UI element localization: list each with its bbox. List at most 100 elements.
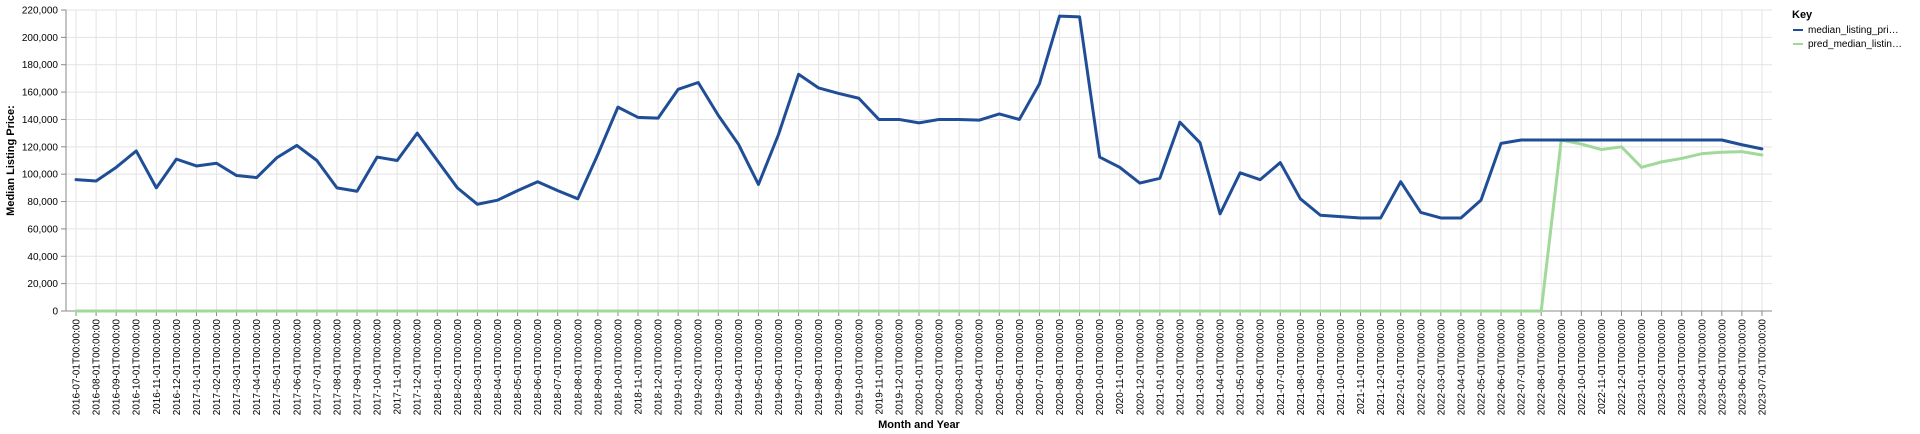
x-tick-label: 2017-02-01T00:00:00 xyxy=(212,319,223,416)
x-tick-label: 2019-03-01T00:00:00 xyxy=(714,319,725,416)
x-tick-label: 2021-05-01T00:00:00 xyxy=(1236,319,1247,416)
x-tick-label: 2021-06-01T00:00:00 xyxy=(1256,319,1267,416)
x-tick-label: 2016-12-01T00:00:00 xyxy=(172,319,183,416)
x-tick-label: 2017-03-01T00:00:00 xyxy=(232,319,243,416)
x-tick-label: 2019-11-01T00:00:00 xyxy=(874,319,885,415)
x-tick-label: 2021-10-01T00:00:00 xyxy=(1336,319,1347,416)
x-axis-title: Month and Year xyxy=(878,419,960,431)
x-tick-label: 2021-12-01T00:00:00 xyxy=(1376,319,1387,416)
x-tick-label: 2020-01-01T00:00:00 xyxy=(915,319,926,416)
x-tick-label: 2018-09-01T00:00:00 xyxy=(593,319,604,416)
y-tick-label: 180,000 xyxy=(22,60,59,71)
legend-label-pred: pred_median_listin… xyxy=(1808,39,1902,50)
x-tick-label: 2023-04-01T00:00:00 xyxy=(1697,319,1708,416)
y-tick-label: 100,000 xyxy=(22,170,59,181)
x-tick-label: 2020-12-01T00:00:00 xyxy=(1135,319,1146,416)
y-axis-title: Median Listing Price: xyxy=(5,105,17,216)
x-tick-label: 2018-08-01T00:00:00 xyxy=(573,319,584,416)
x-tick-label: 2023-07-01T00:00:00 xyxy=(1757,319,1768,416)
x-tick-label: 2022-11-01T00:00:00 xyxy=(1597,319,1608,415)
x-axis: 2016-07-01T00:00:00 2016-08-01T00:00:00 20… xyxy=(66,310,1772,416)
legend-label-median: median_listing_pri… xyxy=(1808,25,1899,36)
x-tick-label: 2018-03-01T00:00:00 xyxy=(473,319,484,416)
x-tick-label: 2016-10-01T00:00:00 xyxy=(132,319,143,416)
x-tick-label: 2022-08-01T00:00:00 xyxy=(1537,319,1548,416)
y-tick-label: 0 xyxy=(52,307,58,318)
x-tick-label: 2023-01-01T00:00:00 xyxy=(1637,319,1648,416)
x-tick-label: 2018-07-01T00:00:00 xyxy=(553,319,564,416)
x-tick-label: 2023-05-01T00:00:00 xyxy=(1717,319,1728,416)
x-tick-label: 2023-02-01T00:00:00 xyxy=(1657,319,1668,416)
x-tick-label: 2022-03-01T00:00:00 xyxy=(1436,319,1447,416)
x-tick-label: 2018-01-01T00:00:00 xyxy=(433,319,444,416)
x-tick-label: 2021-08-01T00:00:00 xyxy=(1296,319,1307,416)
x-tick-label: 2022-09-01T00:00:00 xyxy=(1557,319,1568,416)
x-tick-label: 2018-04-01T00:00:00 xyxy=(493,319,504,416)
series-line-pred xyxy=(74,138,1764,313)
y-tick-label: 120,000 xyxy=(22,142,59,153)
series-lines xyxy=(74,14,1764,313)
x-tick-label: 2023-03-01T00:00:00 xyxy=(1677,319,1688,416)
x-tick-label: 2021-11-01T00:00:00 xyxy=(1356,319,1367,415)
x-tick-label: 2019-04-01T00:00:00 xyxy=(734,319,745,416)
x-tick-label: 2018-06-01T00:00:00 xyxy=(533,319,544,416)
x-tick-label: 2019-07-01T00:00:00 xyxy=(794,319,805,416)
x-tick-label: 2022-04-01T00:00:00 xyxy=(1456,319,1467,416)
x-tick-label: 2017-11-01T00:00:00 xyxy=(393,319,404,415)
x-tick-label: 2020-11-01T00:00:00 xyxy=(1115,319,1126,415)
x-tick-label: 2018-10-01T00:00:00 xyxy=(613,319,624,416)
x-tick-label: 2018-02-01T00:00:00 xyxy=(453,319,464,416)
y-tick-label: 80,000 xyxy=(27,197,58,208)
x-tick-label: 2022-02-01T00:00:00 xyxy=(1416,319,1427,416)
x-tick-label: 2018-11-01T00:00:00 xyxy=(634,319,645,415)
series-line-median xyxy=(74,14,1764,220)
x-tick-label: 2020-09-01T00:00:00 xyxy=(1075,319,1086,416)
x-tick-label: 2019-12-01T00:00:00 xyxy=(894,319,905,416)
legend-title: Key xyxy=(1792,9,1813,21)
x-tick-label: 2019-08-01T00:00:00 xyxy=(814,319,825,416)
x-tick-label: 2020-06-01T00:00:00 xyxy=(1015,319,1026,416)
x-tick-label: 2022-06-01T00:00:00 xyxy=(1497,319,1508,416)
x-tick-label: 2022-05-01T00:00:00 xyxy=(1476,319,1487,416)
x-tick-label: 2023-06-01T00:00:00 xyxy=(1737,319,1748,416)
x-tick-label: 2017-04-01T00:00:00 xyxy=(252,319,263,416)
x-tick-label: 2021-07-01T00:00:00 xyxy=(1276,319,1287,416)
x-tick-label: 2022-07-01T00:00:00 xyxy=(1517,319,1528,416)
x-tick-label: 2016-07-01T00:00:00 xyxy=(72,319,83,416)
y-tick-label: 140,000 xyxy=(22,115,59,126)
x-tick-label: 2019-06-01T00:00:00 xyxy=(774,319,785,416)
x-tick-label: 2021-01-01T00:00:00 xyxy=(1155,319,1166,416)
x-tick-label: 2020-05-01T00:00:00 xyxy=(995,319,1006,416)
x-tick-label: 2017-08-01T00:00:00 xyxy=(332,319,343,416)
y-tick-label: 40,000 xyxy=(27,252,58,263)
y-tick-label: 160,000 xyxy=(22,88,59,99)
x-tick-label: 2021-03-01T00:00:00 xyxy=(1195,319,1206,416)
y-axis: 0 20,000 40,000 60,000 80,000 100,000 120,000 1… xyxy=(22,6,67,318)
x-tick-label: 2020-08-01T00:00:00 xyxy=(1055,319,1066,416)
x-tick-label: 2016-09-01T00:00:00 xyxy=(112,319,123,416)
x-tick-label: 2021-09-01T00:00:00 xyxy=(1316,319,1327,416)
x-tick-label: 2020-03-01T00:00:00 xyxy=(955,319,966,416)
y-tick-label: 60,000 xyxy=(27,224,58,235)
x-tick-label: 2017-07-01T00:00:00 xyxy=(312,319,323,416)
y-tick-label: 200,000 xyxy=(22,33,59,44)
x-tick-label: 2020-07-01T00:00:00 xyxy=(1035,319,1046,416)
x-tick-label: 2021-04-01T00:00:00 xyxy=(1216,319,1227,416)
x-tick-label: 2017-06-01T00:00:00 xyxy=(292,319,303,416)
x-tick-label: 2017-12-01T00:00:00 xyxy=(413,319,424,416)
x-tick-label: 2016-11-01T00:00:00 xyxy=(152,319,163,415)
x-tick-label: 2022-01-01T00:00:00 xyxy=(1396,319,1407,416)
x-tick-label: 2017-09-01T00:00:00 xyxy=(353,319,364,416)
x-tick-label: 2020-10-01T00:00:00 xyxy=(1095,319,1106,416)
x-tick-label: 2019-02-01T00:00:00 xyxy=(694,319,705,416)
y-tick-label: 220,000 xyxy=(22,6,59,17)
x-tick-label: 2019-05-01T00:00:00 xyxy=(754,319,765,416)
x-tick-label: 2020-04-01T00:00:00 xyxy=(975,319,986,416)
x-tick-label: 2018-12-01T00:00:00 xyxy=(654,319,665,416)
x-tick-label: 2020-02-01T00:00:00 xyxy=(935,319,946,416)
legend: Key median_listing_pri… pred_median_list… xyxy=(1792,9,1902,50)
x-tick-label: 2017-05-01T00:00:00 xyxy=(272,319,283,416)
x-tick-label: 2022-12-01T00:00:00 xyxy=(1617,319,1628,416)
x-tick-label: 2019-01-01T00:00:00 xyxy=(674,319,685,416)
